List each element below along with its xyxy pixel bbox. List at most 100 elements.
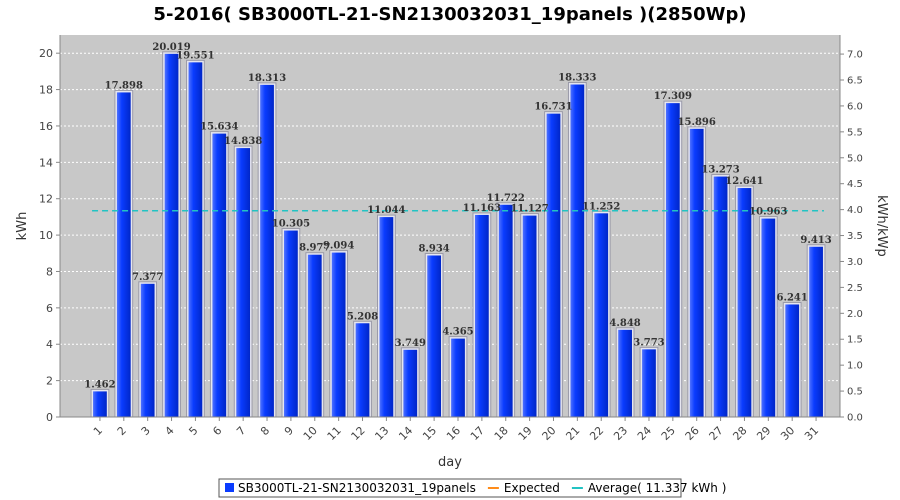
legend-label-average: Average( 11.337 kWh ) [588,481,727,495]
y2-tick-label: 0.5 [847,387,863,398]
bar [284,230,298,417]
bar [618,329,632,417]
bar-value-label: 3.749 [395,338,426,349]
bar-value-label: 1.462 [84,379,115,390]
bar-value-label: 12.641 [725,176,763,187]
bar-value-label: 8.977 [299,243,330,254]
bar [498,204,513,417]
x-tick-label: 16 [444,424,463,443]
bar-value-label: 11.127 [510,204,548,215]
y-tick-label: 16 [39,120,53,133]
y2-tick-label: 4.5 [847,179,863,190]
x-tick-label: 8 [258,424,272,438]
bar [522,215,537,417]
x-tick-label: 11 [325,424,344,443]
x-tick-label: 1 [91,424,105,438]
x-tick-label: 7 [234,424,248,438]
x-tick-label: 14 [396,424,415,443]
bar [331,252,346,417]
bar-value-label: 13.273 [701,165,739,176]
bar [307,254,322,417]
x-tick-label: 31 [802,424,821,443]
bar-value-label: 16.731 [534,102,572,113]
y2-tick-label: 6.0 [847,101,863,112]
legend-box [218,478,682,498]
bar-value-label: 20.019 [152,42,190,53]
bar [474,214,489,417]
x-tick-label: 18 [492,424,511,443]
legend-swatch-bars [225,483,234,492]
y-tick-label: 14 [39,156,53,169]
x-tick-label: 3 [139,424,153,438]
y-tick-label: 6 [46,302,53,315]
x-tick-label: 24 [635,424,654,443]
bar-value-label: 4.365 [442,327,473,338]
bar [713,176,728,417]
bar-value-label: 6.241 [777,292,808,303]
bar [689,128,704,418]
x-tick-label: 5 [186,424,200,438]
y2-axis-title: kWh/kWp [874,195,889,257]
bar [140,283,155,417]
x-tick-label: 10 [301,424,320,443]
y-axis-title: kWh [15,212,30,241]
y2-tick-label: 1.0 [847,361,863,372]
bar [236,148,251,417]
bar-value-label: 4.848 [609,318,640,329]
legend-label-series: SB3000TL-21-SN2130032031_19panels [238,481,476,495]
bar-series [90,51,826,418]
y2-tick-label: 7.0 [847,50,863,61]
x-tick-label: 22 [587,424,606,443]
x-tick-label: 27 [707,424,726,443]
x-tick-label: 19 [516,424,535,443]
bar [164,53,179,418]
bar [761,218,776,417]
bar-value-label: 11.722 [487,193,525,204]
left-y-axis: 0 2 4 6 8 10 12 14 16 18 20 [39,35,61,424]
bar [427,255,442,417]
bar [260,84,274,417]
bar-value-label: 10.963 [749,207,787,218]
x-tick-label: 4 [163,424,177,438]
bar-value-label: 5.208 [347,311,378,322]
x-tick-label: 29 [754,424,773,443]
bar [594,213,609,417]
bar-value-label: 11.044 [367,205,405,216]
bar-value-label: 10.305 [272,219,310,230]
bar-value-label: 17.309 [654,91,692,102]
bar-value-label: 9.094 [323,241,354,252]
bar [665,103,680,417]
bar-value-label: 18.333 [558,73,596,84]
bar [93,391,107,417]
bar-value-label: 18.313 [248,73,286,84]
bar [188,62,203,417]
bar [355,323,370,417]
bar [403,349,418,417]
x-tick-label: 20 [540,424,559,443]
y2-tick-label: 4.0 [847,205,863,216]
y2-tick-label: 5.5 [847,127,863,138]
x-tick-label: 13 [372,424,391,443]
x-tick-label: 26 [683,424,702,443]
bar-value-label: 19.551 [176,50,214,61]
x-tick-label: 23 [611,424,630,443]
x-axis: 1 2 3 4 5 6 7 8 9 10 11 12 13 14 15 16 17 18 19 20 21 22 23 24 2… [60,416,840,443]
x-tick-label: 17 [468,424,487,443]
x-tick-label: 9 [282,424,296,438]
x-tick-label: 28 [730,424,749,443]
bar-value-label: 15.634 [200,122,238,133]
bar [546,113,561,417]
x-tick-label: 6 [210,424,224,438]
x-tick-label: 21 [563,424,582,443]
x-tick-label: 2 [115,424,129,438]
y-tick-label: 20 [39,47,53,60]
y-tick-label: 8 [46,265,53,278]
bar-value-label: 14.838 [224,136,262,147]
bar-value-label: 7.377 [132,272,163,283]
x-tick-label: 12 [349,424,368,443]
right-y-axis: 0.0 0.5 1.0 1.5 2.0 2.5 3.0 3.5 4.0 4.5 5.0 5.5 6.0 6… [839,35,863,424]
bar-value-label: 11.252 [582,201,620,212]
y2-tick-label: 3.0 [847,257,863,268]
